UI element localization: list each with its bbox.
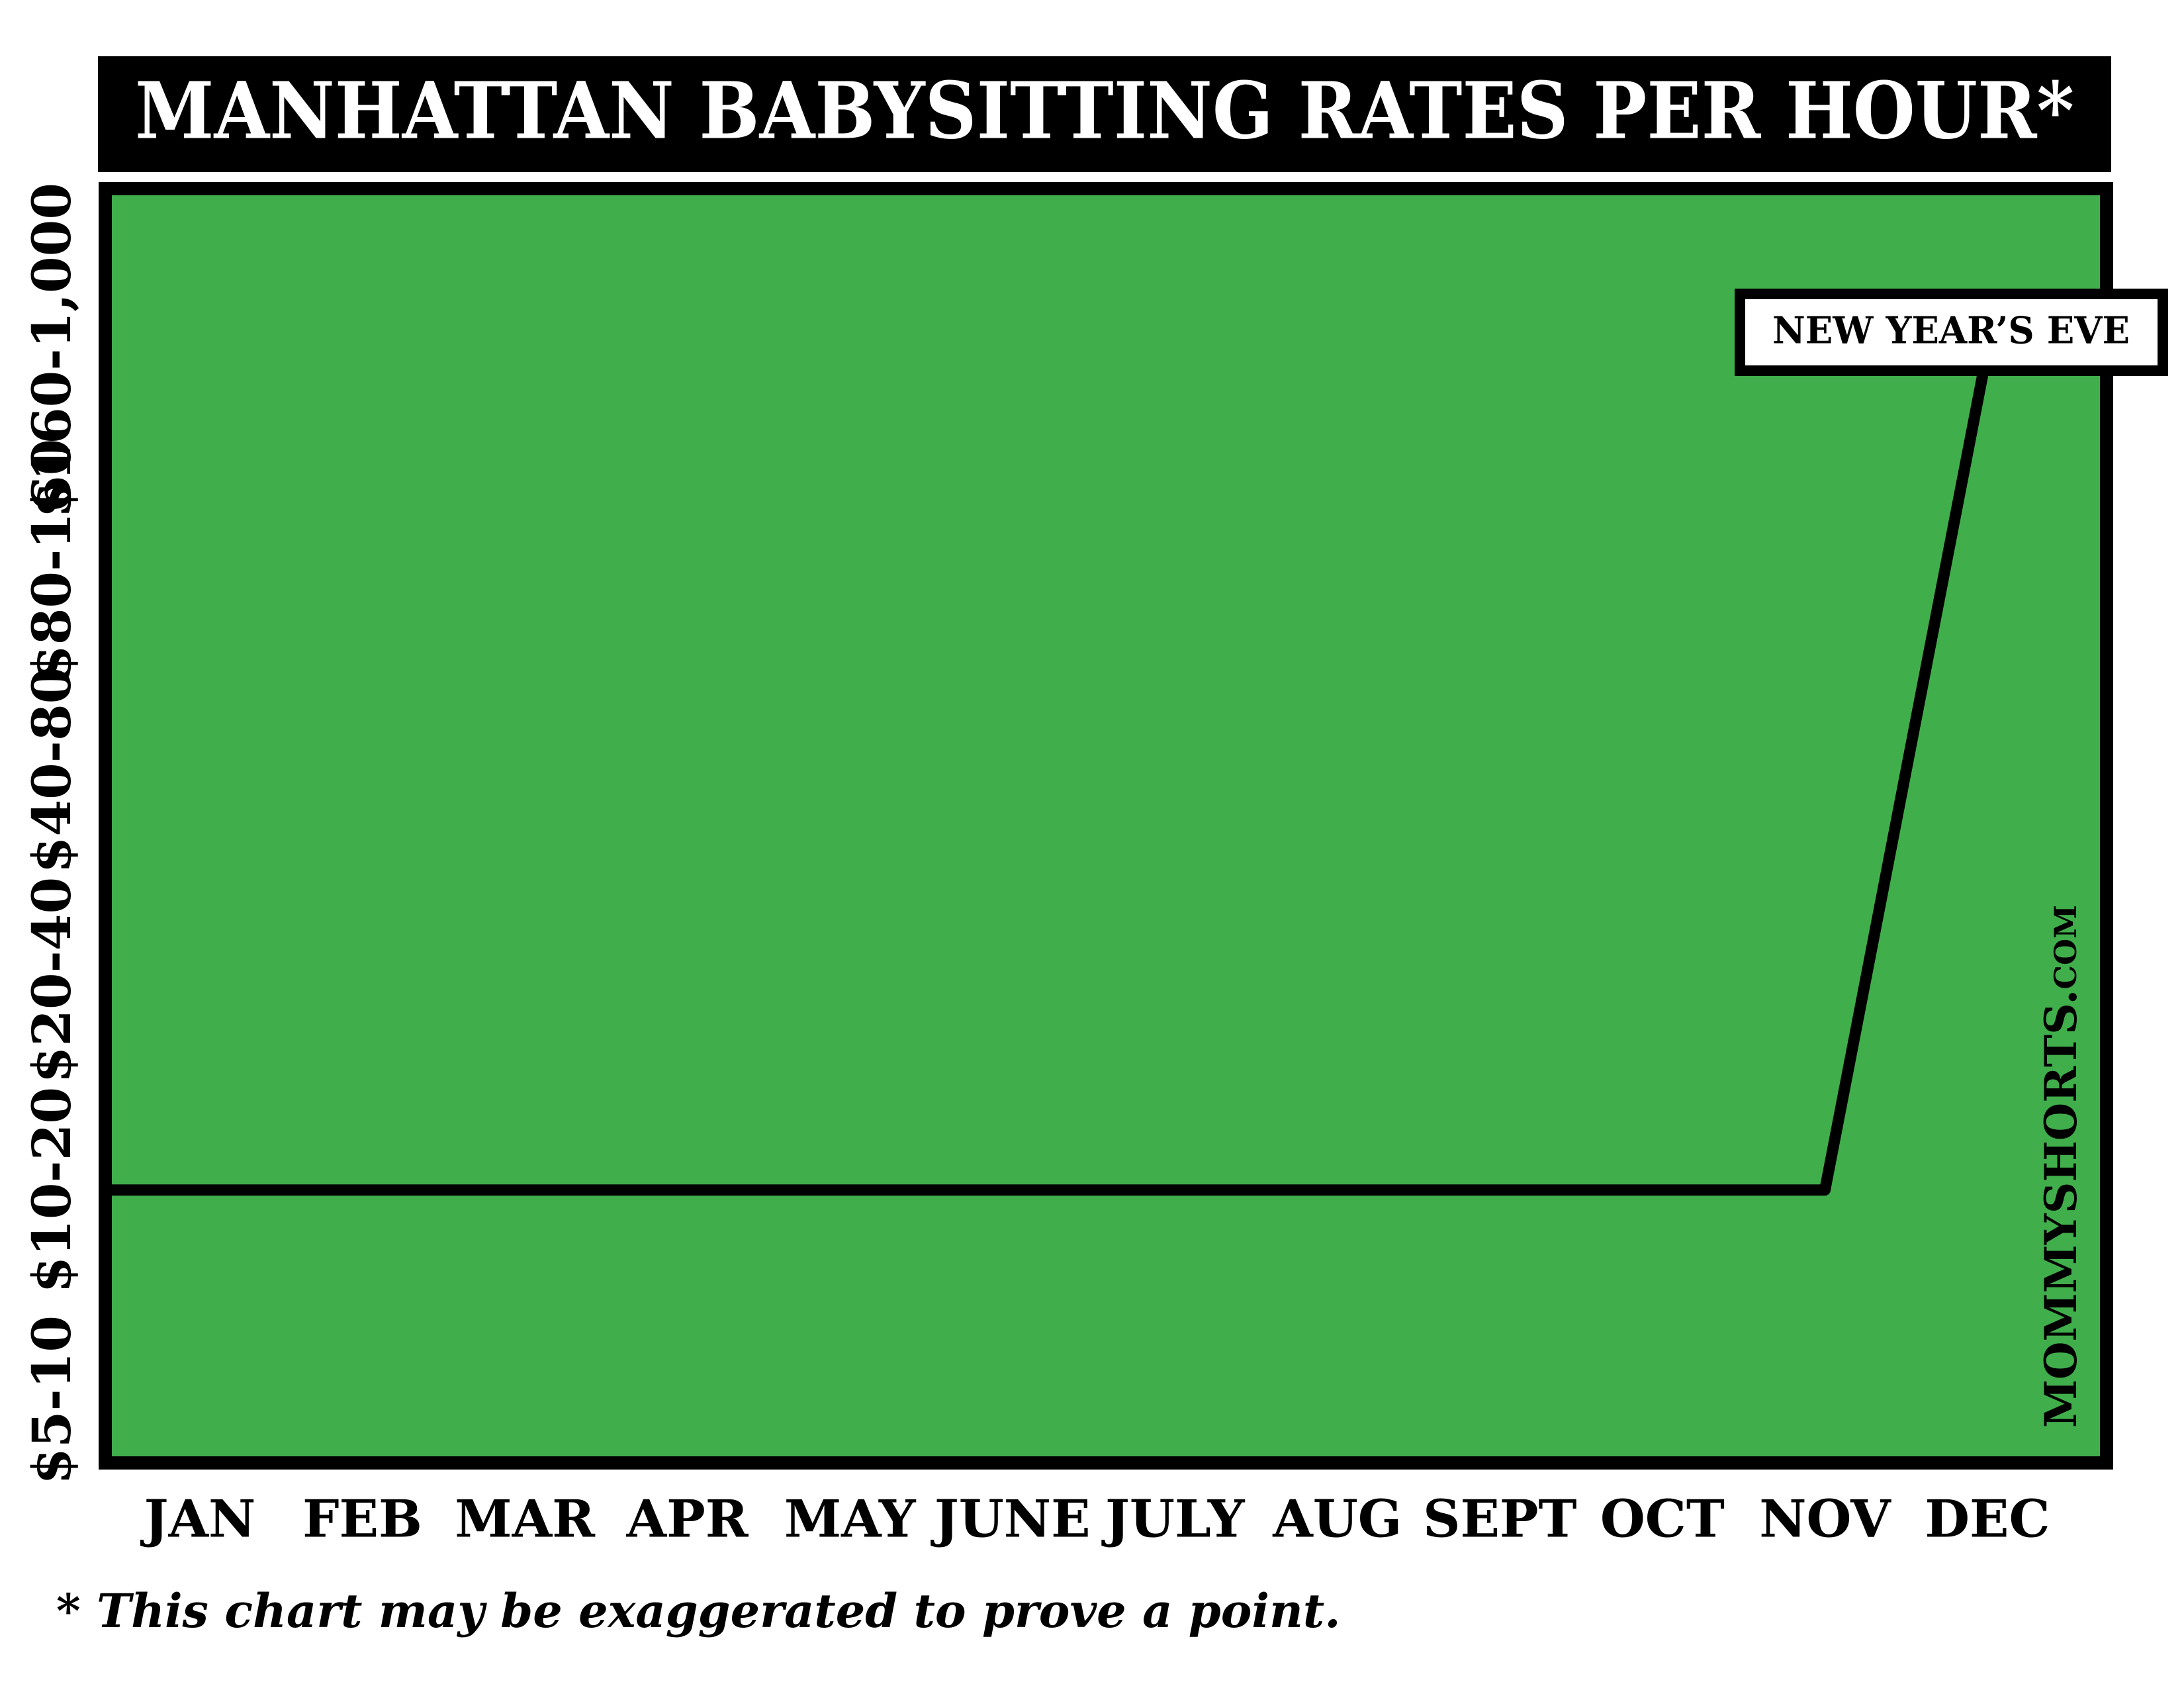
watermark: MOMMYSHORTS.com [2035,905,2087,1428]
x-tick-label: JULY [1101,1489,1246,1550]
plot-area [99,182,2113,1470]
footnote: * This chart may be exaggerated to prove… [56,1583,1341,1638]
y-tick-label: $10-20 [21,1087,83,1293]
line [200,349,1993,1196]
y-tick-label: $40-80 [21,667,83,874]
y-tick-label: $20-40 [21,877,83,1084]
chart-title: MANHATTAN BABYSITTING RATES PER HOUR* [135,65,2074,157]
x-tick-label: JAN [140,1489,256,1550]
x-tick-label: AUG [1272,1489,1402,1550]
x-tick-label: OCT [1600,1489,1725,1550]
annotation-box [1735,289,2168,376]
x-tick-label: FEB [302,1489,422,1550]
x-tick-label: MAY [784,1489,917,1550]
title-bar [98,56,2111,172]
x-tick-label: MAR [455,1489,596,1550]
x-tick-label: JUNE [931,1489,1091,1550]
x-tick-label: NOV [1759,1489,1891,1550]
y-tick-label: $80-160 [21,439,83,682]
y-tick-label: $5-10 [21,1315,83,1485]
x-tick-label: SEPT [1423,1489,1576,1550]
x-tick-label: DEC [1925,1489,2050,1550]
annotation: NEW YEAR’S EVE [1772,309,2130,353]
y-tick-label: $160-1,000 [21,183,83,518]
x-tick-label: APR [626,1489,749,1550]
